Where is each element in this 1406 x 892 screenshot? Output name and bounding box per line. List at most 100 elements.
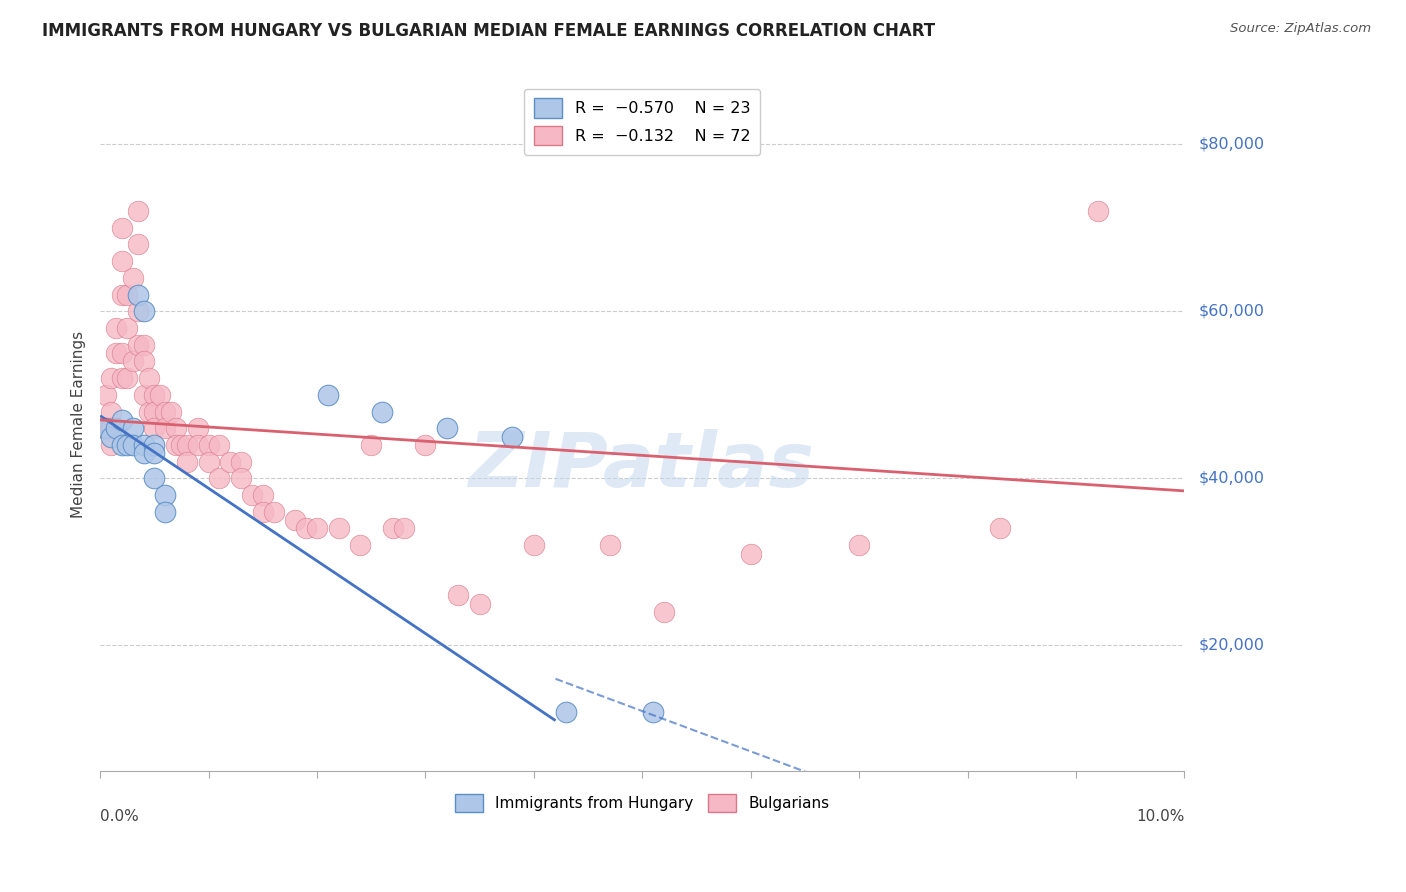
Point bbox=[187, 438, 209, 452]
Point bbox=[100, 404, 122, 418]
Point bbox=[94, 388, 117, 402]
Point bbox=[105, 346, 128, 360]
Point bbox=[105, 421, 128, 435]
Point bbox=[252, 488, 274, 502]
Point bbox=[208, 438, 231, 452]
Point bbox=[153, 421, 176, 435]
Point bbox=[138, 371, 160, 385]
Point bbox=[599, 538, 621, 552]
Point bbox=[295, 521, 318, 535]
Point bbox=[121, 354, 143, 368]
Point bbox=[371, 404, 394, 418]
Point bbox=[349, 538, 371, 552]
Point bbox=[115, 287, 138, 301]
Point bbox=[176, 455, 198, 469]
Point bbox=[740, 547, 762, 561]
Point bbox=[111, 438, 134, 452]
Point bbox=[127, 287, 149, 301]
Y-axis label: Median Female Earnings: Median Female Earnings bbox=[72, 331, 86, 517]
Point bbox=[305, 521, 328, 535]
Point bbox=[652, 605, 675, 619]
Text: ZIPatlas: ZIPatlas bbox=[470, 429, 815, 503]
Point bbox=[143, 438, 166, 452]
Point bbox=[121, 271, 143, 285]
Point bbox=[143, 421, 166, 435]
Point bbox=[187, 421, 209, 435]
Text: $20,000: $20,000 bbox=[1198, 638, 1264, 653]
Point bbox=[138, 404, 160, 418]
Point bbox=[100, 429, 122, 443]
Point bbox=[392, 521, 415, 535]
Point bbox=[165, 438, 187, 452]
Point bbox=[143, 404, 166, 418]
Point bbox=[153, 404, 176, 418]
Point bbox=[229, 471, 252, 485]
Point bbox=[240, 488, 263, 502]
Point bbox=[197, 455, 219, 469]
Point bbox=[197, 438, 219, 452]
Point bbox=[328, 521, 350, 535]
Text: $60,000: $60,000 bbox=[1198, 304, 1264, 318]
Legend: R =  −0.570    N = 23, R =  −0.132    N = 72: R = −0.570 N = 23, R = −0.132 N = 72 bbox=[524, 89, 761, 155]
Point bbox=[360, 438, 382, 452]
Point bbox=[127, 204, 149, 219]
Point bbox=[115, 321, 138, 335]
Point bbox=[121, 438, 143, 452]
Point bbox=[263, 505, 285, 519]
Point bbox=[100, 438, 122, 452]
Point bbox=[988, 521, 1011, 535]
Point bbox=[501, 429, 523, 443]
Text: $80,000: $80,000 bbox=[1198, 136, 1264, 152]
Point bbox=[143, 471, 166, 485]
Point bbox=[132, 446, 155, 460]
Point bbox=[143, 388, 166, 402]
Point bbox=[219, 455, 242, 469]
Point bbox=[176, 438, 198, 452]
Point bbox=[523, 538, 546, 552]
Text: IMMIGRANTS FROM HUNGARY VS BULGARIAN MEDIAN FEMALE EARNINGS CORRELATION CHART: IMMIGRANTS FROM HUNGARY VS BULGARIAN MED… bbox=[42, 22, 935, 40]
Point bbox=[121, 421, 143, 435]
Point bbox=[111, 346, 134, 360]
Text: Source: ZipAtlas.com: Source: ZipAtlas.com bbox=[1230, 22, 1371, 36]
Point bbox=[132, 388, 155, 402]
Point bbox=[132, 354, 155, 368]
Point bbox=[111, 287, 134, 301]
Point bbox=[316, 388, 339, 402]
Point bbox=[208, 471, 231, 485]
Point bbox=[447, 588, 470, 602]
Point bbox=[153, 488, 176, 502]
Point bbox=[1087, 204, 1109, 219]
Point bbox=[165, 421, 187, 435]
Point bbox=[555, 705, 578, 719]
Point bbox=[153, 505, 176, 519]
Point bbox=[170, 438, 193, 452]
Point bbox=[229, 455, 252, 469]
Point bbox=[127, 337, 149, 351]
Point bbox=[143, 446, 166, 460]
Point bbox=[111, 254, 134, 268]
Point bbox=[132, 304, 155, 318]
Point bbox=[100, 371, 122, 385]
Point bbox=[643, 705, 665, 719]
Point bbox=[93, 421, 115, 435]
Point bbox=[127, 237, 149, 252]
Point bbox=[436, 421, 458, 435]
Point bbox=[284, 513, 307, 527]
Point bbox=[105, 321, 128, 335]
Point bbox=[111, 220, 134, 235]
Point bbox=[127, 304, 149, 318]
Point bbox=[468, 597, 491, 611]
Point bbox=[132, 337, 155, 351]
Point bbox=[100, 421, 122, 435]
Point bbox=[132, 438, 155, 452]
Point bbox=[848, 538, 870, 552]
Text: 0.0%: 0.0% bbox=[100, 809, 139, 824]
Point bbox=[111, 371, 134, 385]
Point bbox=[149, 388, 172, 402]
Point bbox=[252, 505, 274, 519]
Point bbox=[111, 413, 134, 427]
Point bbox=[94, 421, 117, 435]
Point bbox=[94, 421, 117, 435]
Text: $40,000: $40,000 bbox=[1198, 471, 1264, 486]
Point bbox=[159, 404, 181, 418]
